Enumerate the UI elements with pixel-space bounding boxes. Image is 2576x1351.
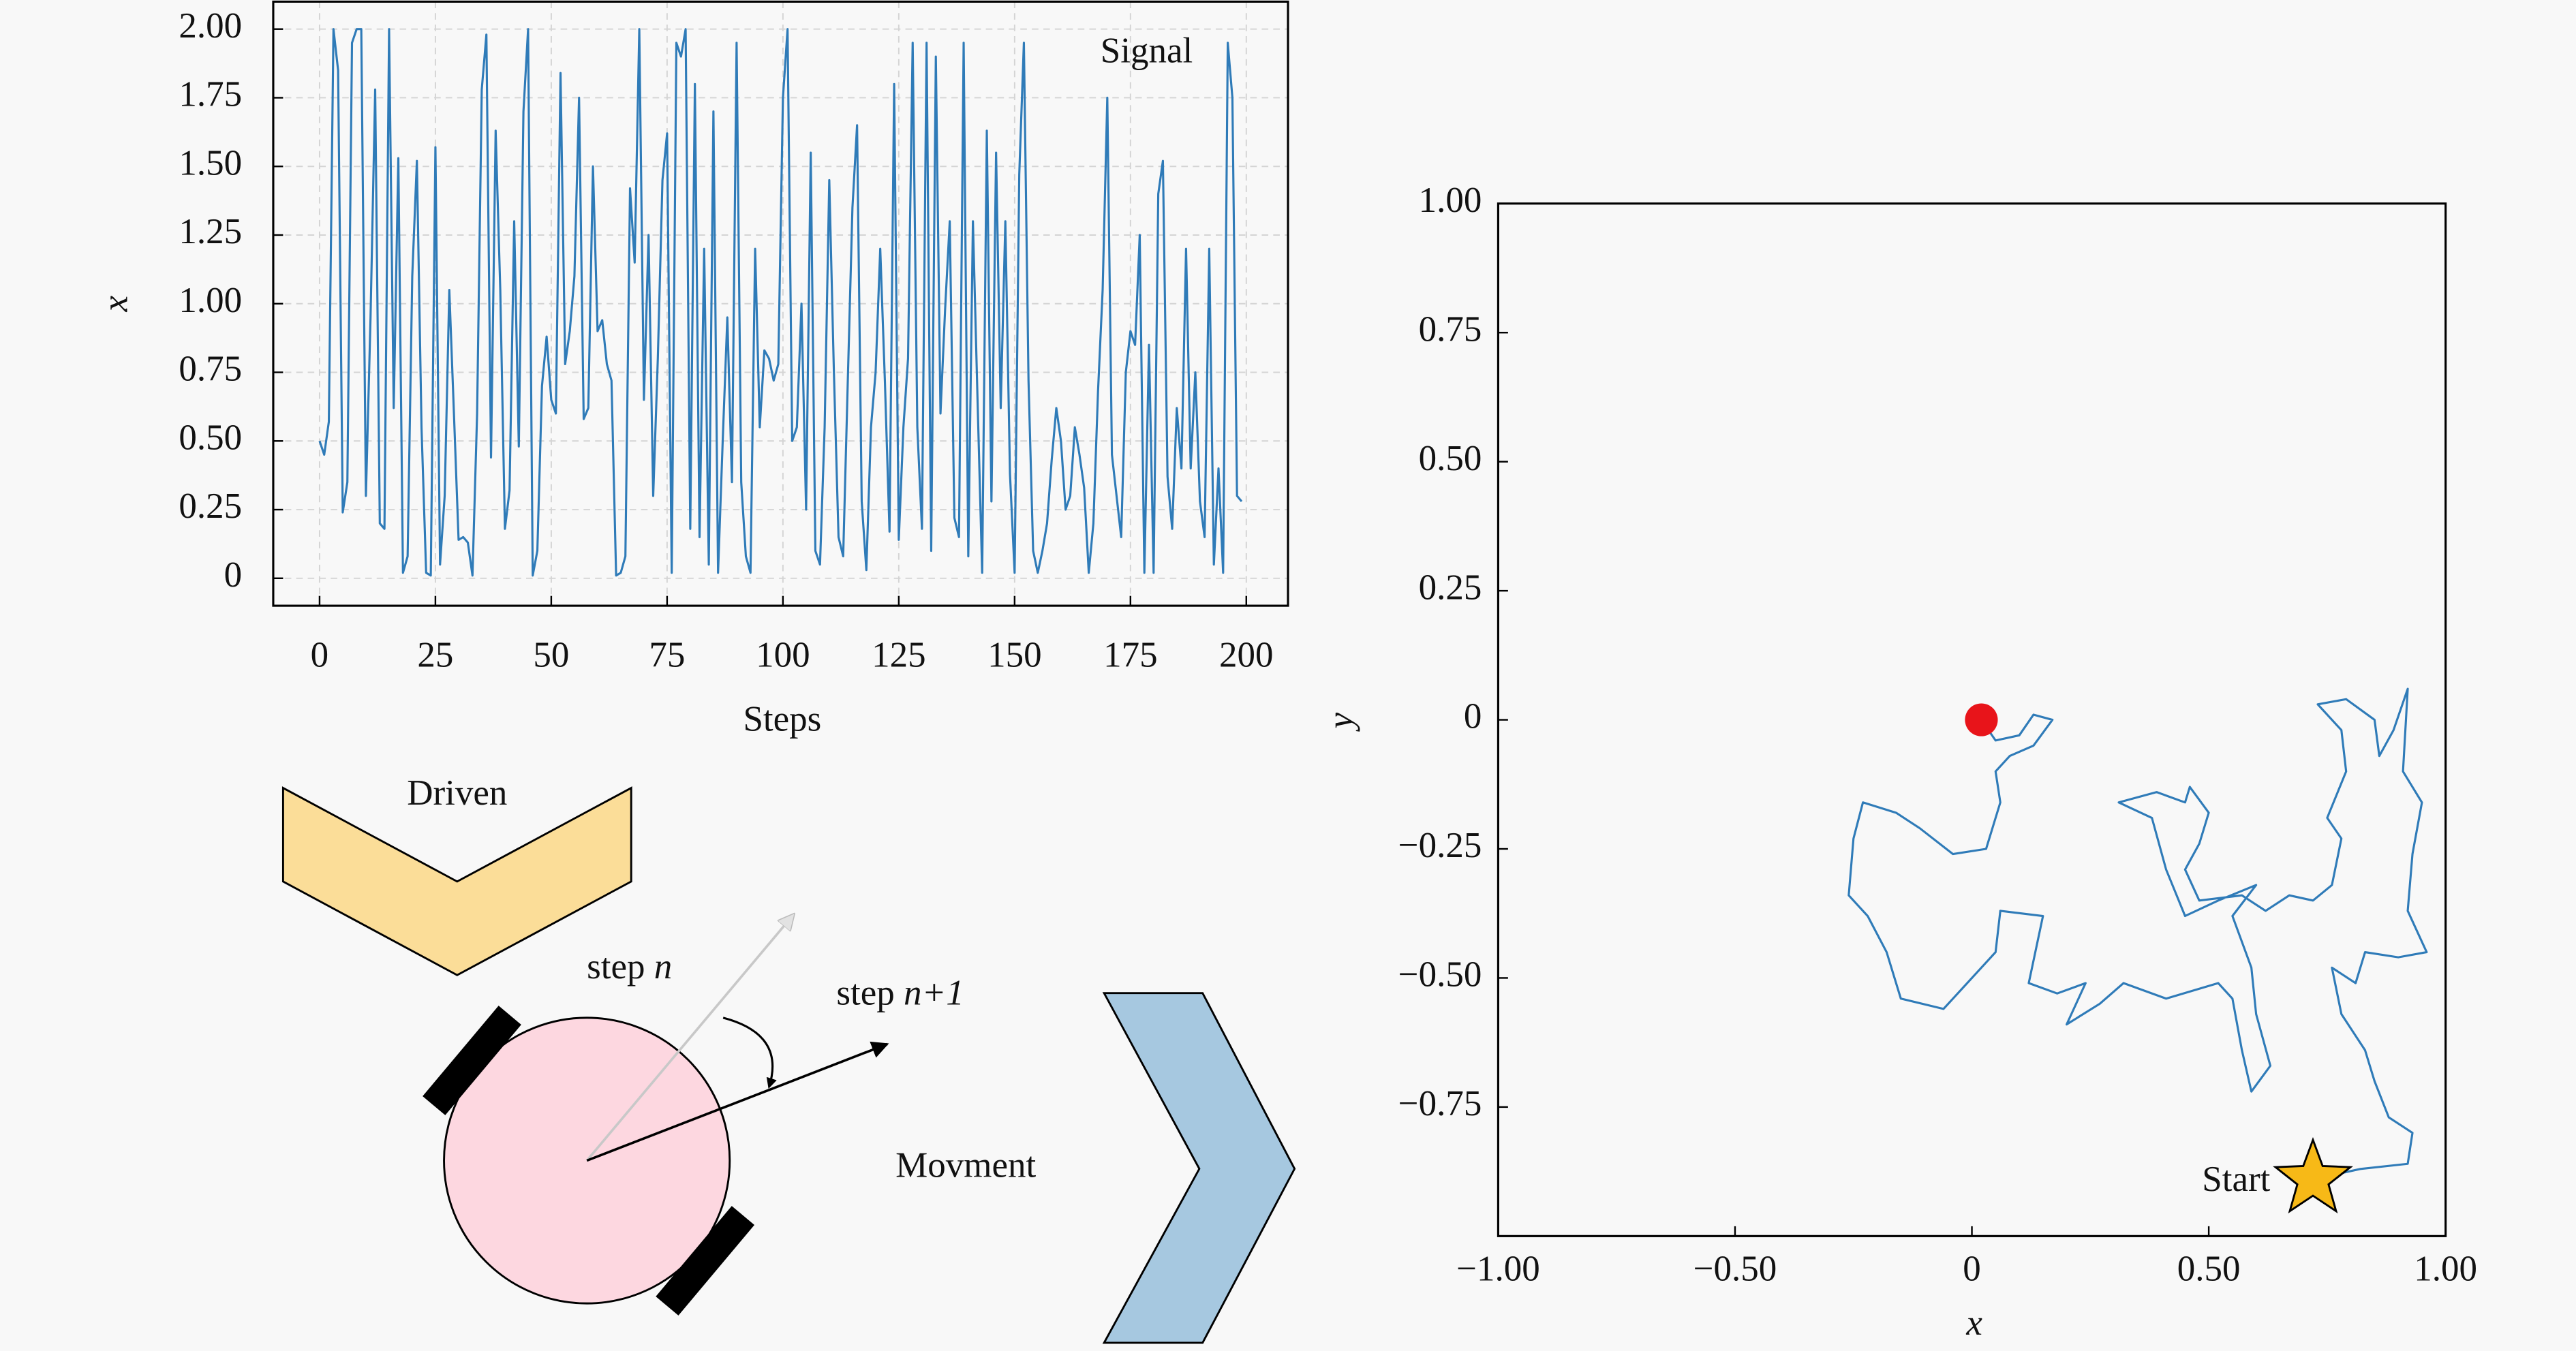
y-tick-label: −0.75 (1398, 1084, 1482, 1123)
step-word: step (836, 974, 894, 1013)
x-axis-label: x (1965, 1303, 1982, 1343)
axes-frame (1497, 202, 2447, 1237)
y-tick-label: 1.50 (179, 143, 242, 183)
y-tick-label: 1.25 (179, 212, 242, 251)
y-tick-label: 0.25 (179, 486, 242, 526)
start-annotation: Start (2202, 1160, 2270, 1199)
x-tick-label: 0.50 (2177, 1249, 2241, 1289)
y-tick-label: 0.50 (179, 418, 242, 457)
x-tick-label: −0.50 (1693, 1249, 1777, 1289)
y-tick-label: 0 (1464, 697, 1482, 736)
x-tick-label: 1.00 (2414, 1249, 2477, 1289)
wheel (423, 1006, 521, 1115)
x-tick-label: 75 (649, 635, 685, 674)
y-tick-label: −0.25 (1398, 826, 1482, 865)
x-tick-label: −1.00 (1456, 1249, 1540, 1289)
x-tick-label: 0 (1963, 1249, 1981, 1289)
diagram: Driven step n step n+1 Movment (281, 773, 1296, 1344)
y-tick-label: −0.50 (1398, 955, 1482, 995)
driven-label: Driven (407, 773, 507, 813)
x-tick-label: 0 (311, 635, 329, 674)
x-tick-label: 200 (1219, 635, 1274, 674)
arrow-step-n (585, 914, 794, 1162)
step-word: step (587, 947, 645, 987)
y-tick-label: 0.75 (179, 350, 242, 389)
x-tick-label: 150 (987, 635, 1042, 674)
y-tick-label: 1.75 (179, 75, 242, 114)
data-line (318, 28, 1243, 577)
x-tick-label: 175 (1103, 635, 1158, 674)
data-line (1847, 687, 2428, 1181)
x-tick-label: 25 (417, 635, 453, 674)
x-axis-label: Steps (743, 699, 821, 739)
arrow-step-n1 (586, 1041, 889, 1162)
y-tick-label: 1.00 (1419, 181, 1482, 220)
y-axis-label: y (1321, 713, 1360, 732)
movement-label: Movment (895, 1146, 1036, 1185)
step-n-label: step n (587, 947, 672, 987)
x-tick-label: 50 (533, 635, 569, 674)
movement-chevron (1102, 992, 1296, 1344)
y-tick-label: 2.00 (179, 6, 242, 46)
step-var: n+1 (904, 974, 964, 1013)
step-var: n (654, 947, 673, 987)
y-tick-label: 1.00 (179, 281, 242, 320)
start-marker (2273, 1136, 2353, 1214)
chart: 0 25 50 75 100 125 150 175 200 0 0.25 0.50 0.75 1.00 1… (96, 0, 1289, 739)
axes-frame (272, 0, 1289, 607)
chart: −1.00 −0.50 0 0.50 1.00 −0.75 −0.50 −0.25 0 0.25 0… (1321, 181, 2477, 1343)
step-n1-label: step n+1 (836, 974, 964, 1013)
y-tick-label: 0.50 (1419, 439, 1482, 478)
x-tick-label: 125 (872, 635, 925, 674)
y-tick-label: 0.75 (1419, 309, 1482, 349)
x-tick-label: 100 (756, 635, 810, 674)
end-marker (1965, 703, 1998, 736)
legend-entry: Signal (1101, 31, 1193, 71)
driven-chevron (281, 786, 632, 976)
y-tick-label: 0.25 (1419, 568, 1482, 607)
y-tick-label: 0 (224, 555, 243, 595)
rotation-arc (722, 1016, 777, 1089)
wheel (656, 1206, 755, 1316)
y-axis-label: x (96, 296, 136, 313)
